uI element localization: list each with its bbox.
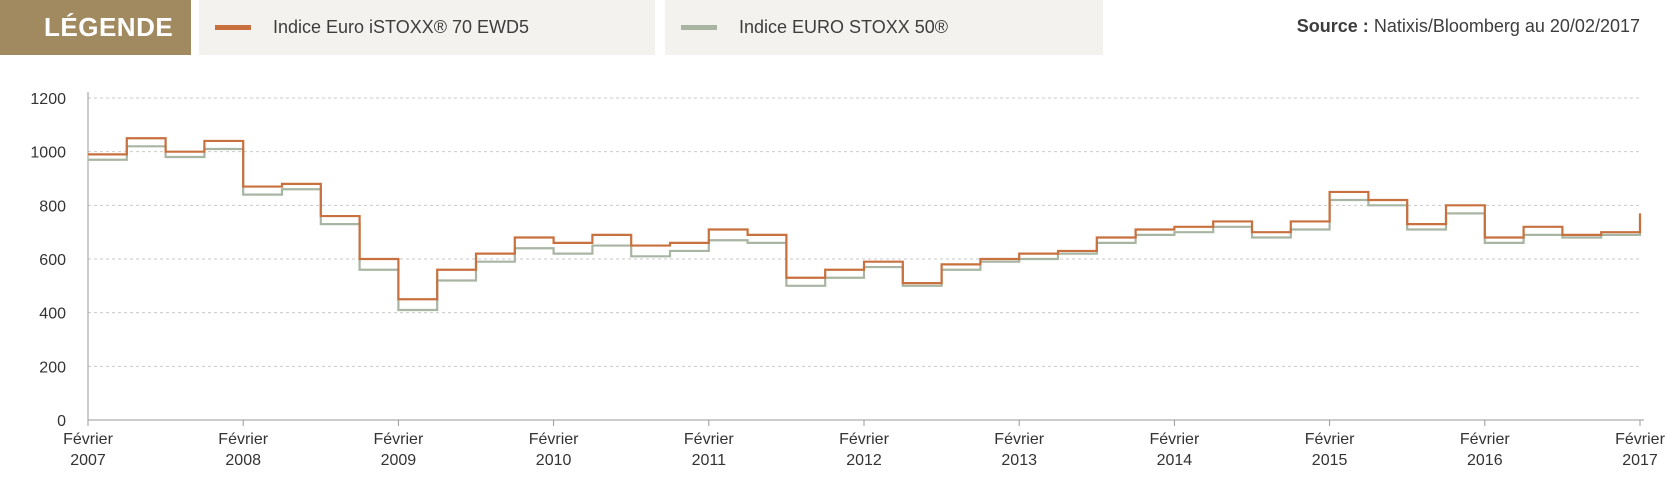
x-tick-label-year: 2008: [225, 452, 261, 469]
x-tick-label-year: 2009: [381, 452, 417, 469]
x-tick-label-month: Février: [374, 431, 424, 448]
series-line-eurostoxx: [88, 145, 1642, 312]
legend-label-istoxx: Indice Euro iSTOXX® 70 EWD5: [273, 17, 530, 37]
x-tick-label-month: Février: [994, 431, 1044, 448]
source-text: Natixis/Bloomberg au 20/02/2017: [1373, 16, 1640, 36]
x-tick-label-month: Février: [839, 431, 889, 448]
legend-swatch-istoxx: [215, 25, 251, 30]
legend-title: LÉGENDE: [0, 0, 191, 55]
x-tick-label-month: Février: [1615, 431, 1665, 448]
x-tick-label-month: Février: [218, 431, 268, 448]
x-tick-label-year: 2012: [846, 452, 882, 469]
x-tick-label-month: Février: [684, 431, 734, 448]
x-tick-label-month: Février: [529, 431, 579, 448]
y-tick-label: 1200: [30, 91, 66, 108]
x-tick-label-month: Février: [1305, 431, 1355, 448]
legend-item-istoxx: Indice Euro iSTOXX® 70 EWD5: [199, 0, 655, 55]
x-tick-label-year: 2011: [692, 452, 727, 469]
series-line-istoxx: [88, 137, 1642, 301]
y-tick-label: 400: [39, 306, 66, 323]
y-tick-label: 0: [57, 413, 66, 430]
source-note: Source : Natixis/Bloomberg au 20/02/2017: [1297, 16, 1640, 37]
y-tick-label: 600: [39, 252, 66, 269]
x-tick-label-month: Février: [63, 431, 113, 448]
y-tick-label: 200: [39, 359, 66, 376]
x-tick-label-year: 2013: [1001, 452, 1037, 469]
x-tick-label-year: 2007: [70, 452, 106, 469]
x-tick-label-year: 2014: [1157, 452, 1193, 469]
y-tick-label: 800: [39, 198, 66, 215]
x-tick-label-year: 2016: [1467, 452, 1503, 469]
y-tick-label: 1000: [30, 145, 66, 162]
x-tick-label-month: Février: [1150, 431, 1200, 448]
legend-label-eurostoxx: Indice EURO STOXX 50®: [739, 17, 949, 37]
source-prefix: Source :: [1296, 16, 1369, 36]
x-tick-label-month: Février: [1460, 431, 1510, 448]
legend-swatch-eurostoxx: [681, 25, 717, 30]
x-tick-label-year: 2017: [1622, 452, 1658, 469]
line-chart: 0 200 400 600 800 1000 1200 Février 2007 Février 2…: [30, 91, 1665, 469]
x-tick-label-year: 2015: [1312, 452, 1348, 469]
x-tick-label-year: 2010: [536, 452, 572, 469]
legend-item-eurostoxx: Indice EURO STOXX 50®: [665, 0, 1103, 55]
